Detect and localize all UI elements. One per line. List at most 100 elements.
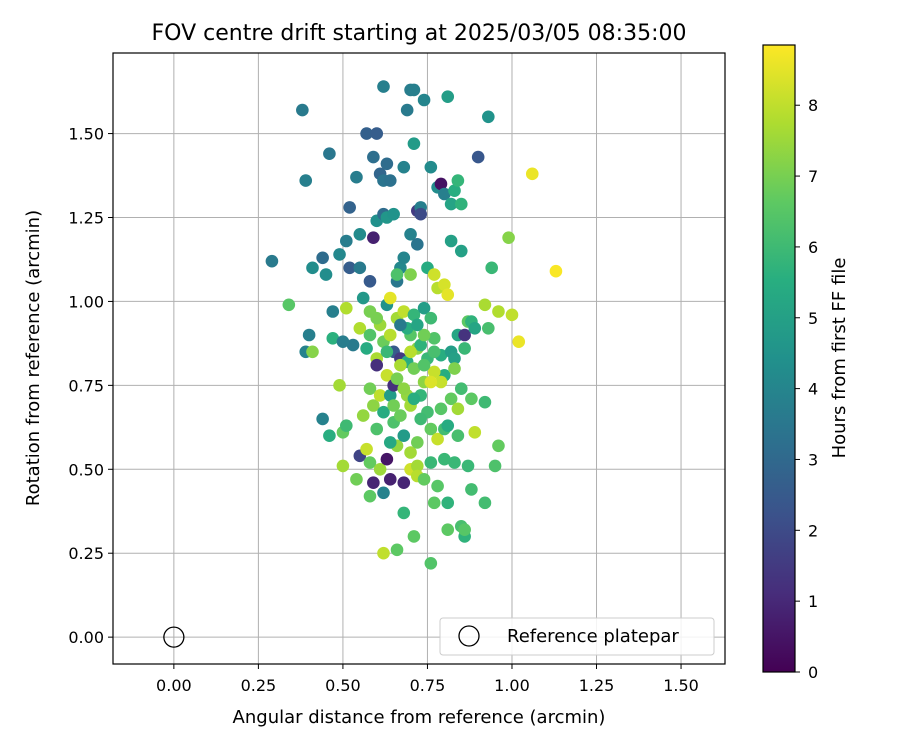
data-point (380, 157, 394, 171)
chart-title: FOV centre drift starting at 2025/03/05 … (152, 21, 687, 46)
data-point (367, 476, 380, 490)
y-axis-label: Rotation from reference (arcmin) (23, 210, 44, 506)
data-point (370, 311, 384, 325)
data-point (411, 238, 424, 251)
colorbar-tick-label: 3 (808, 450, 818, 469)
data-point (394, 358, 407, 372)
data-point (404, 345, 417, 359)
data-point (387, 207, 400, 221)
data-point (319, 268, 333, 281)
data-point (549, 264, 563, 278)
data-point (336, 459, 350, 473)
data-point (444, 392, 458, 406)
data-point (367, 231, 380, 244)
data-point (404, 268, 417, 281)
data-point (397, 476, 411, 490)
data-point (360, 127, 373, 140)
colorbar-tick-label: 7 (808, 167, 818, 186)
data-point (441, 523, 455, 537)
data-point (373, 462, 387, 476)
data-point (356, 409, 370, 422)
data-point (400, 103, 414, 117)
x-tick-label: 0.50 (325, 676, 361, 695)
x-tick-label: 0.75 (410, 676, 446, 695)
data-point (380, 368, 394, 382)
data-point (441, 288, 455, 302)
data-point (373, 389, 387, 402)
data-points (265, 80, 563, 570)
data-point (431, 479, 444, 493)
data-point (340, 301, 353, 315)
data-point (427, 345, 441, 359)
data-point (397, 506, 411, 520)
data-point (407, 362, 421, 375)
data-point (346, 338, 360, 352)
data-point (367, 150, 380, 164)
colorbar-label: Hours from first FF file (829, 258, 850, 459)
data-point (482, 110, 495, 124)
data-point (478, 395, 492, 409)
data-point (390, 268, 404, 281)
data-point (431, 432, 444, 446)
colorbar-tick-label: 8 (808, 96, 818, 115)
data-point (363, 456, 377, 469)
data-point (377, 405, 390, 419)
y-axis-ticks: 0.00 0.25 0.50 0.75 1.00 1.25 1.50 (68, 125, 113, 647)
data-point (407, 530, 421, 543)
data-point (438, 452, 451, 466)
data-point (424, 311, 438, 325)
data-point (306, 345, 319, 359)
data-point (265, 254, 279, 268)
data-point (488, 459, 502, 473)
data-point (353, 227, 367, 241)
data-point (414, 207, 427, 221)
colorbar-tick-label: 2 (808, 521, 818, 540)
data-point (302, 328, 316, 342)
data-point (451, 429, 465, 443)
data-point (394, 409, 407, 422)
data-point (387, 399, 400, 412)
data-point (333, 379, 346, 392)
data-point (424, 160, 438, 174)
data-point (394, 318, 407, 332)
data-point (360, 442, 373, 456)
data-point (448, 362, 461, 375)
data-point (360, 342, 373, 355)
legend-marker (458, 625, 480, 647)
data-point (441, 419, 455, 432)
data-point (397, 305, 411, 318)
data-point (407, 137, 421, 150)
data-point (512, 335, 526, 349)
data-point (505, 308, 519, 322)
data-point (434, 402, 448, 416)
data-point (333, 248, 346, 261)
data-point (478, 496, 492, 510)
colorbar-tick-label: 0 (808, 663, 818, 682)
data-point (458, 523, 471, 537)
data-point (299, 174, 313, 187)
data-point (383, 436, 397, 449)
data-point (316, 251, 329, 265)
colorbar-tick-label: 4 (808, 380, 818, 399)
data-point (461, 459, 475, 473)
colorbar-tick-label: 6 (808, 238, 818, 257)
data-point (424, 422, 438, 436)
y-tick-label: 1.50 (68, 125, 104, 144)
legend-label: Reference platepar (507, 626, 679, 647)
data-point (326, 332, 340, 345)
colorbar-ticks: 0 1 2 3 4 5 6 7 8 (795, 96, 818, 682)
data-point (468, 426, 482, 439)
data-point (383, 328, 397, 342)
data-point (407, 392, 421, 406)
data-point (417, 473, 431, 486)
data-point (427, 268, 441, 281)
data-point (427, 496, 441, 510)
data-point (448, 184, 461, 197)
data-point (441, 90, 455, 103)
y-tick-label: 1.00 (68, 292, 104, 311)
data-point (525, 167, 539, 181)
data-point (417, 358, 431, 372)
data-point (380, 345, 394, 359)
x-tick-label: 1.25 (579, 676, 615, 695)
data-point (370, 422, 384, 436)
